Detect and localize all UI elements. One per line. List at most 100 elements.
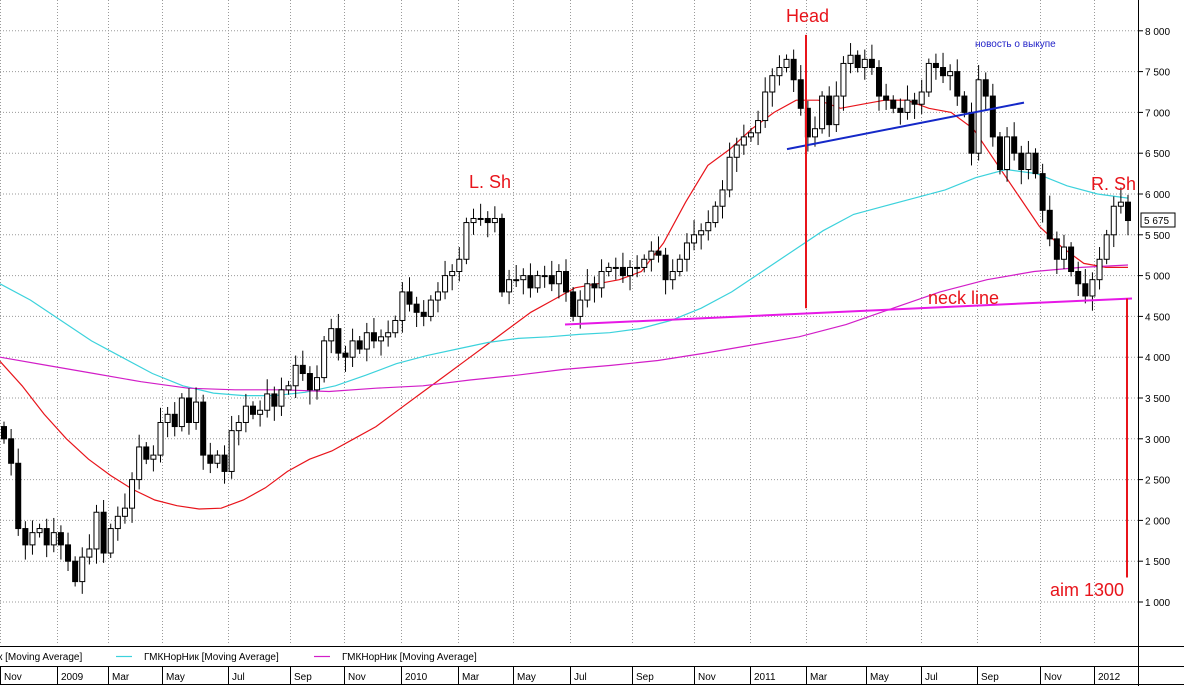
candle: [484, 211, 491, 238]
candle-body: [1053, 238, 1060, 260]
candle: [321, 335, 328, 383]
candle: [797, 65, 804, 116]
y-tick-label: 4 000: [1145, 353, 1170, 364]
candle: [619, 252, 626, 283]
candles: [1, 43, 1131, 594]
x-tick-label: Sep: [294, 672, 312, 683]
y-tick-label: 2 000: [1145, 516, 1170, 527]
legend-label: к [Moving Average]: [0, 652, 82, 663]
candle: [342, 345, 349, 372]
candle: [136, 434, 143, 490]
candle-body: [193, 401, 200, 423]
candle: [1046, 195, 1053, 247]
candle-body: [520, 275, 527, 281]
candle: [541, 265, 548, 288]
candle-body: [584, 283, 591, 301]
last-price-box: [1140, 212, 1176, 228]
candle-body: [214, 454, 221, 464]
candle: [86, 534, 93, 565]
candle: [157, 407, 164, 463]
candle-body: [8, 438, 15, 464]
candle-body: [157, 421, 164, 456]
candle: [249, 401, 256, 420]
candle: [228, 415, 235, 479]
candle-body: [719, 189, 726, 207]
candle-body: [299, 364, 306, 375]
candle: [747, 127, 754, 142]
candle: [306, 366, 313, 405]
candle-body: [705, 222, 712, 232]
candle-body: [349, 340, 356, 358]
candle: [257, 400, 264, 427]
annotation-left-shoulder: L. Sh: [469, 172, 511, 192]
candle-body: [1082, 283, 1089, 297]
candle-body: [335, 328, 342, 354]
candle: [392, 315, 399, 338]
candle: [726, 142, 733, 198]
candle-body: [733, 144, 740, 158]
y-tick-label: 7 000: [1145, 108, 1170, 119]
candle-body: [954, 71, 961, 97]
y-tick-label: 4 500: [1145, 312, 1170, 323]
candle-body: [648, 250, 655, 260]
candle: [427, 295, 434, 322]
candle-body: [356, 340, 363, 350]
candle-body: [897, 107, 904, 113]
candle-body: [228, 430, 235, 472]
candle: [548, 260, 555, 292]
candle: [712, 201, 719, 228]
candle: [1082, 269, 1089, 304]
candle-body: [114, 515, 121, 530]
candle: [43, 518, 50, 558]
candle-body: [605, 266, 612, 273]
candle-body: [36, 528, 43, 534]
candle: [819, 91, 826, 134]
candle-body: [1039, 173, 1046, 211]
candle-body: [527, 275, 534, 289]
candle-body: [1117, 201, 1124, 207]
candle-body: [477, 217, 484, 220]
candle-body: [847, 54, 854, 64]
candle-body: [982, 79, 989, 97]
candle: [612, 257, 619, 280]
candle-body: [150, 454, 157, 460]
x-tick-label: 2011: [754, 672, 776, 683]
candle: [178, 393, 185, 432]
candle-body: [947, 71, 954, 77]
candle: [349, 328, 356, 367]
candle-body: [285, 385, 292, 391]
candle-body: [591, 283, 598, 289]
candle-body: [662, 254, 669, 281]
candle: [378, 329, 385, 356]
candle: [904, 85, 911, 120]
candle-body: [854, 54, 861, 69]
candle: [683, 233, 690, 272]
candle: [335, 313, 342, 361]
candle: [506, 269, 513, 305]
candle: [918, 79, 925, 115]
candle-body: [534, 275, 541, 289]
candle-body: [1068, 246, 1075, 273]
candle: [15, 448, 22, 536]
candle-body: [498, 217, 505, 293]
annotation-head: Head: [786, 6, 829, 26]
candle-body: [506, 279, 513, 293]
candle: [363, 322, 370, 362]
x-tick-label: May: [517, 672, 536, 683]
candle-body: [712, 205, 719, 224]
x-tick-label: Sep: [636, 672, 654, 683]
candle: [982, 72, 989, 111]
candle: [1018, 145, 1025, 185]
candle-body: [235, 421, 242, 432]
candle: [8, 429, 15, 476]
candle: [1125, 194, 1131, 236]
candle-body: [107, 528, 114, 554]
candle-body: [100, 511, 107, 554]
candle: [883, 83, 890, 110]
candle: [655, 236, 662, 263]
candle: [627, 260, 634, 291]
candle-body: [392, 319, 399, 334]
candle-body: [136, 446, 143, 481]
